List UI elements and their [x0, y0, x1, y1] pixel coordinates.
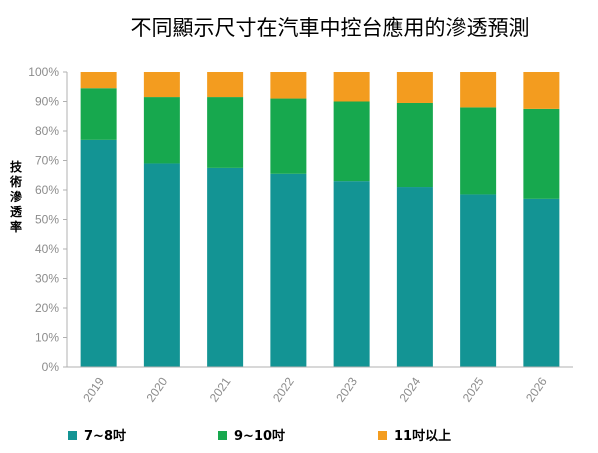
x-tick-label: 2026	[523, 374, 550, 404]
bar-2021-series-0	[207, 167, 244, 367]
bar-2022-series-2	[270, 72, 307, 99]
y-tick-label: 60%	[35, 183, 59, 197]
y-axis-label: 技術滲透率	[9, 159, 23, 234]
x-tick-label: 2025	[460, 374, 487, 404]
x-tick-label: 2021	[207, 374, 234, 404]
y-tick-label: 0%	[42, 360, 60, 374]
x-tick-label: 2020	[144, 374, 171, 404]
legend-swatch	[378, 431, 387, 440]
plot-background	[67, 72, 573, 367]
bar-2021-series-2	[207, 72, 244, 98]
y-tick-label: 90%	[35, 95, 59, 109]
bar-2020-series-2	[143, 72, 180, 98]
bar-2024-series-1	[396, 102, 433, 188]
bar-2024-series-0	[396, 187, 433, 367]
chart-title: 不同顯示尺寸在汽車中控台應用的滲透預測	[131, 16, 530, 40]
y-tick-label: 40%	[35, 242, 59, 256]
bar-2026-series-0	[523, 198, 560, 367]
y-tick-label: 100%	[28, 65, 59, 79]
y-tick-label: 10%	[35, 331, 59, 345]
legend-label: 9~10吋	[234, 428, 285, 444]
legend-label: 11吋以上	[394, 428, 451, 444]
y-tick-label: 50%	[35, 213, 59, 227]
legend-swatch	[218, 431, 227, 440]
x-tick-label: 2022	[270, 374, 297, 404]
bar-2023-series-1	[333, 101, 370, 182]
y-tick-label: 70%	[35, 154, 59, 168]
bar-2019-series-2	[80, 72, 117, 89]
legend-label: 7~8吋	[84, 428, 126, 444]
y-tick-label: 20%	[35, 301, 59, 315]
x-tick-label: 2023	[333, 374, 360, 404]
bar-2025-series-1	[460, 107, 497, 195]
bar-2020-series-0	[143, 163, 180, 367]
bar-2019-series-1	[80, 88, 117, 140]
bar-2026-series-1	[523, 108, 560, 199]
x-tick-label: 2024	[397, 374, 424, 404]
legend: 7~8吋 9~10吋 11吋以上	[68, 428, 451, 444]
bar-2022-series-0	[270, 173, 307, 367]
x-tick-label: 2019	[80, 374, 107, 404]
bar-2023-series-2	[333, 72, 370, 102]
bar-2025-series-0	[460, 194, 497, 367]
bar-2026-series-2	[523, 72, 560, 109]
bar-2019-series-0	[80, 139, 117, 367]
plot-area	[66, 72, 573, 368]
bar-2024-series-2	[396, 72, 433, 103]
bar-2023-series-0	[333, 181, 370, 367]
bar-2020-series-1	[143, 97, 180, 164]
x-axis-ticks: 2019 2020 2021 2022 2023 2024 2025 2026	[80, 374, 550, 404]
bar-2021-series-1	[207, 97, 244, 168]
y-tick-label: 80%	[35, 124, 59, 138]
bar-2022-series-1	[270, 98, 307, 174]
y-axis-ticks: 0% 10% 20% 30% 40% 50% 60% 70% 80% 90% 100%	[28, 65, 67, 374]
y-tick-label: 30%	[35, 272, 59, 286]
bar-2025-series-2	[460, 72, 497, 108]
legend-swatch	[68, 431, 77, 440]
